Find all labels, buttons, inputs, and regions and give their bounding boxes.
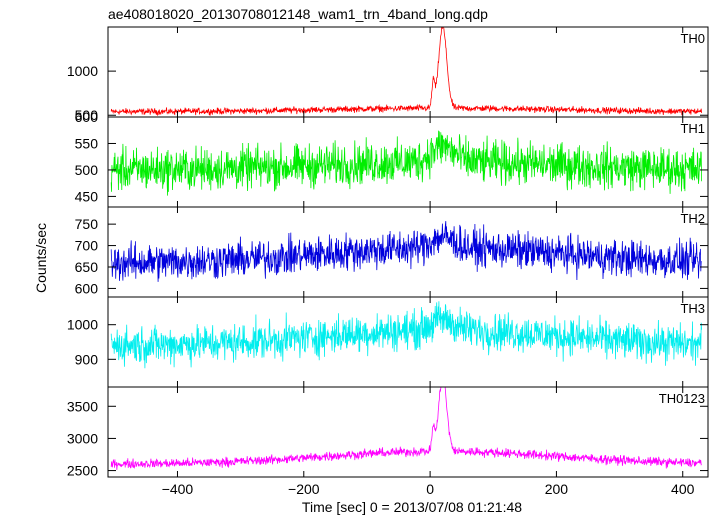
series-line-th1 — [110, 130, 702, 196]
x-tick-label: 0 — [426, 481, 434, 497]
panel-frame — [107, 26, 709, 118]
y-tick-label: 3500 — [67, 398, 98, 414]
panel-th3: TH3 900 1000 — [67, 296, 709, 388]
series-line-th0 — [110, 27, 702, 117]
panel-label: TH0 — [680, 31, 705, 46]
panel-label: TH3 — [680, 301, 705, 316]
y-tick-label: 450 — [75, 188, 99, 204]
panel-frame — [107, 386, 709, 478]
panel-th1: TH1 450 500 550 600 — [75, 109, 709, 208]
x-tick-label: 200 — [545, 481, 569, 497]
chart-title: ae408018020_20130708012148_wam1_trn_4ban… — [108, 6, 488, 22]
x-tick-label: −200 — [288, 481, 320, 497]
y-tick-label: 2500 — [67, 463, 98, 479]
series-line-th3 — [110, 301, 702, 369]
series-line-th2 — [110, 221, 702, 282]
y-tick-label: 500 — [75, 162, 99, 178]
y-tick-label: 700 — [75, 238, 99, 254]
panel-label: TH1 — [680, 121, 705, 136]
panel-label: TH0123 — [659, 391, 705, 406]
y-tick-label: 1000 — [67, 63, 98, 79]
x-axis-label: Time [sec] 0 = 2013/07/08 01:21:48 — [302, 499, 522, 515]
panel-th0123: TH0123 2500 3000 3500 — [67, 386, 709, 479]
panel-label: TH2 — [680, 211, 705, 226]
y-tick-label: 500 — [75, 107, 99, 123]
y-tick-label: 750 — [75, 216, 99, 232]
y-tick-label: 600 — [75, 109, 99, 125]
y-tick-label: 600 — [75, 280, 99, 296]
panel-th2: TH2 600 650 700 750 — [75, 206, 709, 298]
panels: TH0 500 1000 TH1 450 500 550 600 TH2 600 650 700 750… — [67, 26, 709, 479]
y-tick-label: 1000 — [67, 317, 98, 333]
y-tick-label: 550 — [75, 135, 99, 151]
y-tick-label: 900 — [75, 351, 99, 367]
y-tick-label: 650 — [75, 259, 99, 275]
x-tick-label: 400 — [671, 481, 695, 497]
panel-th0: TH0 500 1000 — [67, 26, 709, 123]
x-axis: −400 −200 0 200 400 — [162, 481, 695, 497]
x-tick-label: −400 — [162, 481, 194, 497]
y-axis-label: Counts/sec — [33, 223, 49, 293]
series-line-th0123 — [110, 387, 702, 470]
y-tick-label: 3000 — [67, 430, 98, 446]
